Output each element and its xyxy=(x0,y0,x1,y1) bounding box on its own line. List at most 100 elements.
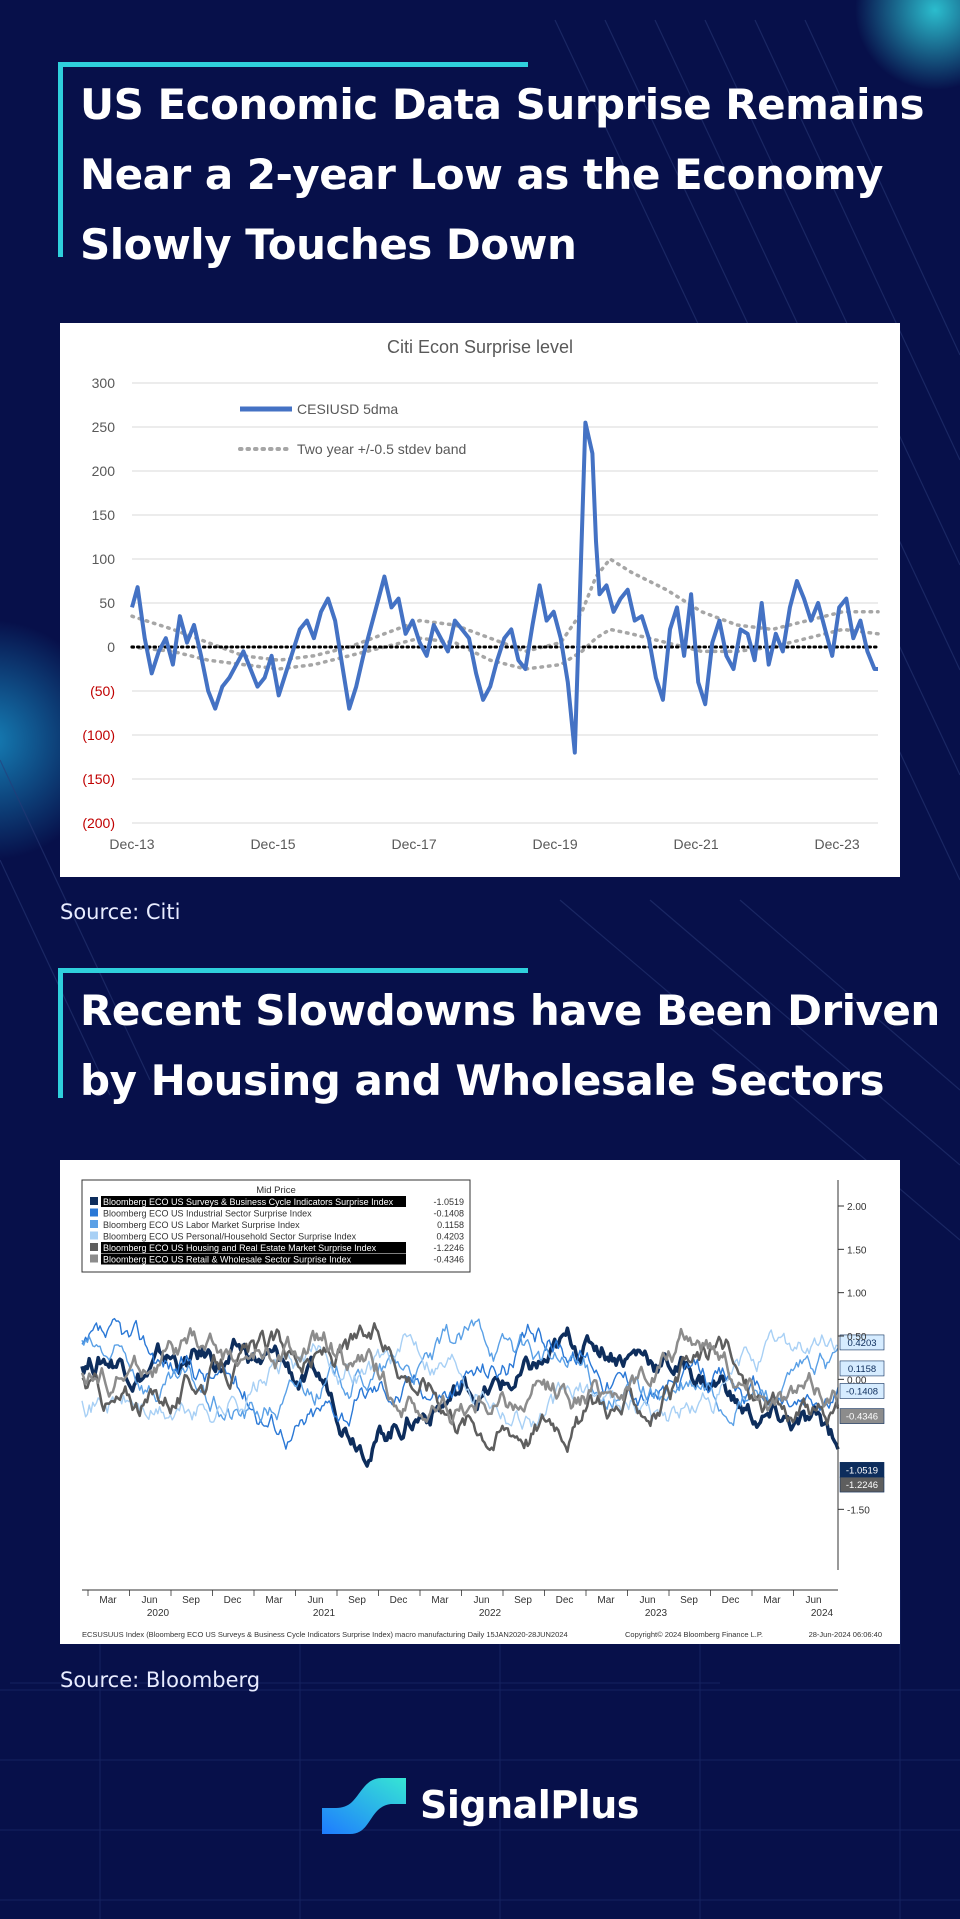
bloomberg-surprise-chart: -1.0519-0.14080.11580.4203-1.2246-0.4346… xyxy=(80,1179,885,1639)
legend-value: 0.1158 xyxy=(437,1220,464,1230)
y-tick-label: 150 xyxy=(92,507,116,523)
y-tick-label: 2.00 xyxy=(847,1202,867,1213)
x-year-label: 2020 xyxy=(147,1608,170,1619)
source-citi: Source: Citi xyxy=(60,900,181,924)
title-line: US Economic Data Surprise Remains xyxy=(80,80,924,129)
y-tick-label: (200) xyxy=(82,815,115,831)
bloomberg-chart-panel: -1.0519 -0.1408 0.1158 0.4203 -1.2246 -0.4346… xyxy=(60,1160,900,1644)
x-month-label: Mar xyxy=(597,1595,615,1606)
footer-mid: Copyright© 2024 Bloomberg Finance L.P. xyxy=(625,1630,763,1639)
legend-highlight xyxy=(101,1196,406,1207)
last-value-label: -0.4346 xyxy=(846,1412,878,1423)
series-line xyxy=(81,1318,839,1427)
x-tick-label: Dec-19 xyxy=(532,836,577,852)
y-tick-label: (100) xyxy=(82,727,115,743)
x-year-label: 2021 xyxy=(313,1608,336,1619)
last-value-badge xyxy=(839,1408,885,1424)
x-month-label: Sep xyxy=(680,1595,698,1606)
legend-highlight xyxy=(101,1242,406,1253)
x-tick-label: Dec-15 xyxy=(250,836,295,852)
y-tick-label: 1.50 xyxy=(847,1245,867,1256)
x-month-label: Mar xyxy=(99,1595,117,1606)
x-month-label: Dec xyxy=(390,1595,408,1606)
x-month-label: Jun xyxy=(639,1595,655,1606)
y-tick-label: 250 xyxy=(92,419,116,435)
last-value-label: -0.1408 xyxy=(846,1386,878,1397)
section2-title: Recent Slowdowns have Been Driven by Hou… xyxy=(80,976,940,1116)
last-value-label: -1.2246 xyxy=(846,1480,878,1491)
x-month-label: Mar xyxy=(763,1595,781,1606)
brand-name: SignalPlus xyxy=(420,1783,639,1827)
y-tick-label: 100 xyxy=(92,551,116,567)
x-month-label: Sep xyxy=(514,1595,532,1606)
legend-highlight xyxy=(101,1253,406,1265)
y-tick-label: 1.00 xyxy=(847,1289,867,1300)
legend-value: -1.0519 xyxy=(433,1197,464,1207)
x-tick-label: Dec-13 xyxy=(109,836,154,852)
signalplus-logo: SignalPlus xyxy=(322,1774,639,1836)
legend-label: CESIUSD 5dma xyxy=(297,401,398,417)
footer-right: 28-Jun-2024 06:06:40 xyxy=(809,1630,882,1639)
signalplus-logo-mark-icon xyxy=(322,1778,406,1834)
legend-swatch xyxy=(90,1254,98,1263)
x-year-label: 2022 xyxy=(479,1608,502,1619)
title-line: Slowly Touches Down xyxy=(80,220,577,269)
legend-value: -1.2246 xyxy=(433,1243,464,1253)
y-tick-label: (50) xyxy=(90,683,115,699)
legend-label: Bloomberg ECO US Surveys & Business Cycl… xyxy=(103,1197,394,1207)
legend-value: -0.1408 xyxy=(433,1209,464,1219)
last-value-badge xyxy=(839,1334,885,1351)
source-bloomberg: Source: Bloomberg xyxy=(60,1668,261,1692)
title-accent-bar-left xyxy=(58,62,63,257)
x-year-label: 2024 xyxy=(811,1608,834,1619)
y-tick-label: -1.50 xyxy=(847,1505,870,1516)
title-accent-bar-left xyxy=(58,968,63,1098)
last-value-label: 0.4203 xyxy=(847,1338,876,1349)
title-line: Near a 2-year Low as the Economy xyxy=(80,150,883,199)
legend-label: Bloomberg ECO US Housing and Real Estate… xyxy=(103,1243,377,1253)
last-value-label: -1.0519 xyxy=(846,1465,878,1476)
x-month-label: Jun xyxy=(805,1595,821,1606)
legend-label: Bloomberg ECO US Retail & Wholesale Sect… xyxy=(103,1255,352,1265)
series-line xyxy=(80,1327,840,1426)
legend-title: Mid Price xyxy=(256,1185,296,1196)
last-value-label: 0.1158 xyxy=(848,1364,876,1375)
y-tick-label: (150) xyxy=(82,771,115,787)
x-month-label: Dec xyxy=(556,1595,574,1606)
x-month-label: Mar xyxy=(265,1595,283,1606)
citi-chart-panel: Citi Econ Surprise level 300 250 200 150 100 5… xyxy=(60,323,900,877)
x-tick-label: Dec-23 xyxy=(815,836,860,852)
y-tick-label: 0 xyxy=(107,639,115,655)
x-month-label: Jun xyxy=(473,1595,489,1606)
legend-label: Bloomberg ECO US Industrial Sector Surpr… xyxy=(103,1209,312,1219)
legend-label: Bloomberg ECO US Labor Market Surprise I… xyxy=(103,1220,300,1230)
x-month-label: Sep xyxy=(182,1595,200,1606)
series-line xyxy=(80,1326,840,1468)
legend-value: -0.4346 xyxy=(433,1255,464,1265)
legend-label: Bloomberg ECO US Personal/Household Sect… xyxy=(103,1232,357,1242)
title-line: Recent Slowdowns have Been Driven xyxy=(80,986,940,1035)
x-month-label: Dec xyxy=(722,1595,740,1606)
y-tick-label: 300 xyxy=(92,375,116,391)
legend-swatch xyxy=(90,1208,98,1217)
x-month-label: Sep xyxy=(348,1595,366,1606)
x-month-label: Jun xyxy=(307,1595,323,1606)
citi-surprise-chart: Citi Econ Surprise level 300 250 200 150 100 5… xyxy=(82,337,880,852)
legend-label: Two year +/-0.5 stdev band xyxy=(297,441,466,457)
x-year-label: 2023 xyxy=(645,1608,668,1619)
legend-swatch xyxy=(90,1243,98,1251)
legend-swatch xyxy=(90,1220,98,1228)
x-tick-label: Dec-17 xyxy=(391,836,436,852)
x-month-label: Jun xyxy=(141,1595,157,1606)
last-value-badge xyxy=(839,1360,885,1377)
title-line: by Housing and Wholesale Sectors xyxy=(80,1056,884,1105)
x-month-label: Dec xyxy=(224,1595,242,1606)
last-value-badge xyxy=(839,1476,885,1493)
series-line xyxy=(81,1329,839,1430)
legend-swatch xyxy=(90,1231,98,1240)
legend-swatch xyxy=(90,1197,98,1205)
x-month-label: Mar xyxy=(431,1595,449,1606)
y-tick-label: 200 xyxy=(92,463,116,479)
last-value-badge xyxy=(839,1383,885,1399)
x-tick-label: Dec-21 xyxy=(674,836,719,852)
